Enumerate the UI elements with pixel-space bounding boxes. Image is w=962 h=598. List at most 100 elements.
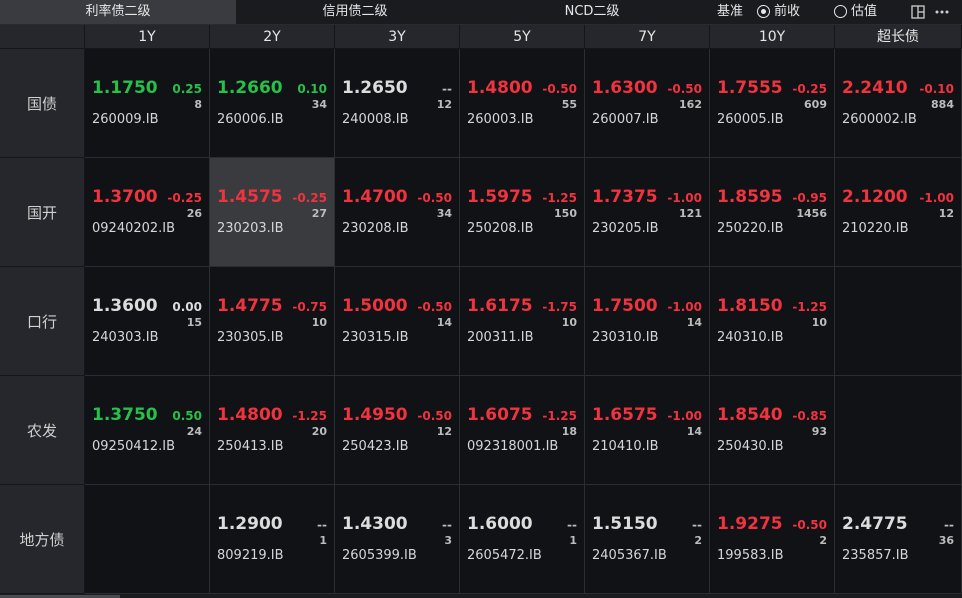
row-label[interactable]: 国开 [0,158,85,267]
row-label[interactable]: 地方债 [0,485,85,594]
quote-cell[interactable]: 2.1200 -1.00 12 210220.IB [835,158,962,267]
quote-cell[interactable]: 1.6175 -1.75 10 200311.IB [460,267,585,376]
change-value: -1.25 [542,409,577,423]
quote-cell[interactable]: 1.4800 -1.25 20 250413.IB [210,376,335,485]
volume-count: 12 [436,98,452,111]
empty-cell [835,267,962,376]
column-header[interactable]: 7Y [585,25,710,49]
quote-cell[interactable]: 1.7555 -0.25 609 260005.IB [710,49,835,158]
yield-value: 2.2410 [842,78,908,98]
quote-cell[interactable]: 1.9275 -0.50 2 199583.IB [710,485,835,594]
horizontal-scrollbar[interactable] [0,595,120,598]
quote-cell[interactable]: 1.8150 -1.25 10 240310.IB [710,267,835,376]
quote-cell[interactable]: 1.4300 -- 3 2605399.IB [335,485,460,594]
bond-code: 250430.IB [717,439,784,454]
change-value: -0.75 [292,300,327,314]
tab-ncd-secondary[interactable]: NCD二级 [564,4,620,19]
change-value: -- [567,518,577,532]
quote-cell[interactable]: 1.3600 0.00 15 240303.IB [85,267,210,376]
change-value: -1.00 [667,191,702,205]
volume-count: 93 [811,425,827,438]
volume-count: 34 [436,207,452,220]
yield-value: 1.5975 [467,187,533,207]
bond-code: 092318001.IB [467,439,559,454]
yield-value: 1.4775 [217,296,283,316]
bond-code: 260006.IB [217,112,284,127]
layout-icon[interactable] [910,4,926,20]
yield-value: 1.2660 [217,78,283,98]
yield-value: 1.6300 [592,78,658,98]
header-corner [0,25,85,49]
quote-cell[interactable]: 1.2660 0.10 34 260006.IB [210,49,335,158]
quote-cell[interactable]: 2.2410 -0.10 884 2600002.IB [835,49,962,158]
volume-count: 8 [194,98,202,111]
quote-cell[interactable]: 2.4775 -- 36 235857.IB [835,485,962,594]
quote-cell[interactable]: 1.7500 -1.00 14 230310.IB [585,267,710,376]
column-header[interactable]: 10Y [710,25,835,49]
yield-value: 1.4700 [342,187,408,207]
row-label[interactable]: 国债 [0,49,85,158]
radio-valuation-label[interactable]: 估值 [851,4,878,19]
volume-count: 2 [819,534,827,547]
change-value: -0.50 [417,191,452,205]
more-icon[interactable] [934,4,950,20]
bond-code: 230305.IB [217,330,284,345]
quote-cell[interactable]: 1.6000 -- 1 2605472.IB [460,485,585,594]
yield-value: 1.5150 [592,514,658,534]
bond-code: 250423.IB [342,439,409,454]
volume-count: 14 [686,316,702,329]
volume-count: 34 [311,98,327,111]
change-value: -0.25 [792,82,827,96]
quote-cell[interactable]: 1.4950 -0.50 12 250423.IB [335,376,460,485]
volume-count: 20 [311,425,327,438]
quote-cell[interactable]: 1.2900 -- 1 809219.IB [210,485,335,594]
quote-cell[interactable]: 1.6575 -1.00 14 210410.IB [585,376,710,485]
radio-prev-close[interactable] [757,5,770,18]
column-header[interactable]: 超长债 [835,25,962,49]
bond-code: 260003.IB [467,112,534,127]
row-label[interactable]: 口行 [0,267,85,376]
quote-cell[interactable]: 1.1750 0.25 8 260009.IB [85,49,210,158]
quote-cell[interactable]: 1.7375 -1.00 121 230205.IB [585,158,710,267]
quote-cell[interactable]: 1.6075 -1.25 18 092318001.IB [460,376,585,485]
quote-cell[interactable]: 1.6300 -0.50 162 260007.IB [585,49,710,158]
quote-cell[interactable]: 1.4800 -0.50 55 260003.IB [460,49,585,158]
tab-rate-bond-secondary[interactable]: 利率债二级 [0,0,236,24]
tab-credit-bond-secondary[interactable]: 信用债二级 [322,4,388,19]
quote-cell[interactable]: 1.3750 0.50 24 09250412.IB [85,376,210,485]
row-label[interactable]: 农发 [0,376,85,485]
bond-code: 199583.IB [717,548,784,563]
quote-cell[interactable]: 1.8540 -0.85 93 250430.IB [710,376,835,485]
quote-cell[interactable]: 1.4700 -0.50 34 230208.IB [335,158,460,267]
radio-prev-close-label[interactable]: 前收 [774,4,801,19]
column-header[interactable]: 3Y [335,25,460,49]
quote-cell[interactable]: 1.4775 -0.75 10 230305.IB [210,267,335,376]
yield-value: 1.2900 [217,514,283,534]
volume-count: 14 [436,316,452,329]
quote-cell[interactable]: 1.4575 -0.25 27 230203.IB [210,158,335,267]
quote-cell[interactable]: 1.5150 -- 2 2405367.IB [585,485,710,594]
change-value: -- [692,518,702,532]
bond-code: 230203.IB [217,221,284,236]
quote-cell[interactable]: 1.2650 -- 12 240008.IB [335,49,460,158]
column-header[interactable]: 1Y [85,25,210,49]
quote-cell[interactable]: 1.3700 -0.25 26 09240202.IB [85,158,210,267]
yield-value: 1.6575 [592,405,658,425]
bond-code: 2405367.IB [592,548,667,563]
column-header[interactable]: 2Y [210,25,335,49]
change-value: 0.50 [172,409,202,423]
quote-cell[interactable]: 1.8595 -0.95 1456 250220.IB [710,158,835,267]
volume-count: 26 [186,207,202,220]
basis-label: 基准 [717,4,744,19]
volume-count: 609 [804,98,827,111]
radio-valuation[interactable] [834,5,847,18]
quote-cell[interactable]: 1.5975 -1.25 150 250208.IB [460,158,585,267]
quote-cell[interactable]: 1.5000 -0.50 14 230315.IB [335,267,460,376]
bond-code: 2605472.IB [467,548,542,563]
change-value: -1.25 [792,300,827,314]
bond-code: 09240202.IB [92,221,176,236]
column-header[interactable]: 5Y [460,25,585,49]
volume-count: 10 [561,316,577,329]
yield-value: 1.8150 [717,296,783,316]
empty-cell [85,485,210,594]
